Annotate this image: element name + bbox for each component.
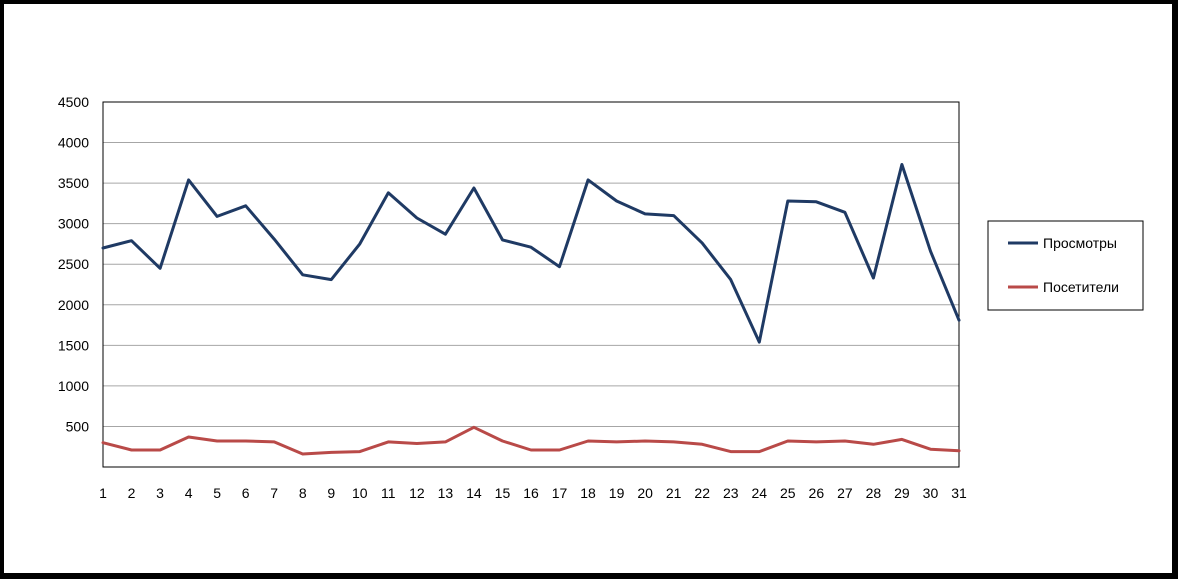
legend: Просмотры Посетители: [987, 220, 1144, 311]
y-tick-label: 1500: [58, 337, 89, 353]
x-tick-label: 20: [637, 485, 653, 501]
x-tick-label: 7: [270, 485, 278, 501]
x-tick-label: 1: [99, 485, 107, 501]
x-tick-label: 8: [299, 485, 307, 501]
legend-box: [987, 220, 1144, 311]
x-tick-label: 29: [894, 485, 910, 501]
x-tick-label: 27: [837, 485, 853, 501]
x-tick-label: 2: [128, 485, 136, 501]
grid-lines: [103, 142, 959, 427]
x-tick-label: 23: [723, 485, 739, 501]
x-tick-label: 30: [923, 485, 939, 501]
y-tick-label: 3500: [58, 175, 89, 191]
x-tick-label: 21: [666, 485, 682, 501]
y-tick-label: 3000: [58, 216, 89, 232]
x-tick-label: 15: [495, 485, 511, 501]
x-tick-label: 24: [751, 485, 767, 501]
x-tick-label: 19: [609, 485, 625, 501]
x-tick-label: 9: [327, 485, 335, 501]
x-tick-label: 4: [185, 485, 193, 501]
x-tick-label: 17: [552, 485, 568, 501]
x-tick-label: 22: [694, 485, 710, 501]
y-tick-label: 500: [66, 418, 90, 434]
x-tick-label: 5: [213, 485, 221, 501]
y-tick-label: 2000: [58, 297, 89, 313]
y-tick-label: 4000: [58, 135, 89, 151]
x-tick-label: 10: [352, 485, 368, 501]
x-tick-labels: 1 2 3 4 5 6 7 8 9 10 11 12 13 14 15 16 17 18 19 20 21 22 23 24 2…: [99, 485, 967, 501]
x-tick-label: 11: [381, 485, 396, 501]
y-tick-labels: 500 1000 1500 2000 2500 3000 3500 4000 4500: [58, 94, 89, 434]
x-tick-label: 31: [951, 485, 967, 501]
series-line-0: [101, 163, 961, 344]
x-tick-label: 13: [438, 485, 454, 501]
legend-label-1: Посетители: [1043, 279, 1119, 295]
legend-label-0: Просмотры: [1043, 235, 1117, 251]
x-tick-label: 3: [156, 485, 164, 501]
x-tick-label: 26: [809, 485, 825, 501]
x-tick-label: 14: [466, 485, 482, 501]
y-tick-label: 1000: [58, 378, 89, 394]
x-tick-label: 6: [242, 485, 250, 501]
x-tick-label: 12: [409, 485, 425, 501]
x-tick-label: 18: [580, 485, 596, 501]
axes: [102, 101, 960, 468]
series-lines: [101, 163, 961, 456]
x-tick-label: 16: [523, 485, 539, 501]
y-tick-label: 4500: [58, 94, 89, 110]
x-tick-label: 25: [780, 485, 796, 501]
y-tick-label: 2500: [58, 256, 89, 272]
x-tick-label: 28: [866, 485, 882, 501]
plot-area: [102, 101, 960, 468]
